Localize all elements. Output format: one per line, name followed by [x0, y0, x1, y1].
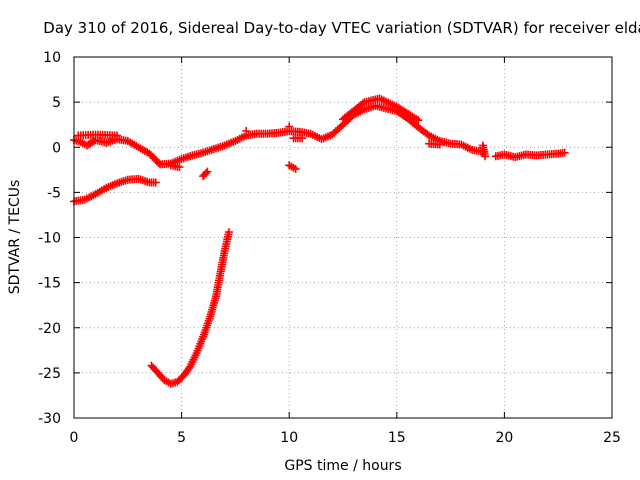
data-point	[201, 169, 210, 178]
x-tick-label: 15	[388, 430, 406, 446]
series-late-segment	[491, 148, 569, 162]
y-tick-label: -30	[38, 411, 61, 427]
data-point	[154, 158, 163, 167]
x-tick-label: 10	[280, 430, 298, 446]
data-point	[113, 131, 122, 140]
data-layer	[70, 94, 569, 388]
data-point	[481, 152, 490, 161]
data-point	[291, 164, 300, 173]
y-axis-label: SDTVAR / TECUs	[7, 180, 23, 295]
data-point	[224, 228, 233, 237]
y-tick-label: -15	[38, 276, 61, 292]
data-point	[175, 163, 184, 172]
x-tick-label: 5	[177, 430, 186, 446]
y-tick-label: 10	[43, 50, 61, 66]
y-tick-label: 0	[52, 140, 61, 156]
data-point	[298, 134, 307, 143]
series-fragments	[166, 134, 490, 181]
x-axis-label: GPS time / hours	[284, 458, 401, 474]
series-main-upper	[74, 94, 423, 140]
y-tick-label: -5	[47, 185, 61, 201]
grid	[74, 57, 612, 418]
x-tick-label: 0	[70, 430, 79, 446]
chart-title: Day 310 of 2016, Sidereal Day-to-day VTE…	[43, 19, 640, 37]
data-point	[560, 148, 569, 157]
series-lower-arc	[70, 174, 160, 206]
data-point	[151, 178, 160, 187]
y-tick-label: -20	[38, 321, 61, 337]
x-tick-label: 20	[495, 430, 513, 446]
data-point	[203, 167, 212, 176]
ticks: 0 5 10 15 20 25 10 5 0 -5 -10 -15 -20 -25 -30	[38, 50, 621, 446]
series-steep-descent	[147, 228, 233, 388]
x-tick-label: 25	[603, 430, 621, 446]
data-point	[242, 127, 251, 136]
y-tick-label: 5	[52, 95, 61, 111]
data-point	[435, 140, 444, 149]
data-point	[414, 116, 423, 125]
y-tick-label: -25	[38, 366, 61, 382]
data-point	[184, 364, 193, 373]
y-tick-label: -10	[38, 231, 61, 247]
data-point	[285, 122, 294, 131]
